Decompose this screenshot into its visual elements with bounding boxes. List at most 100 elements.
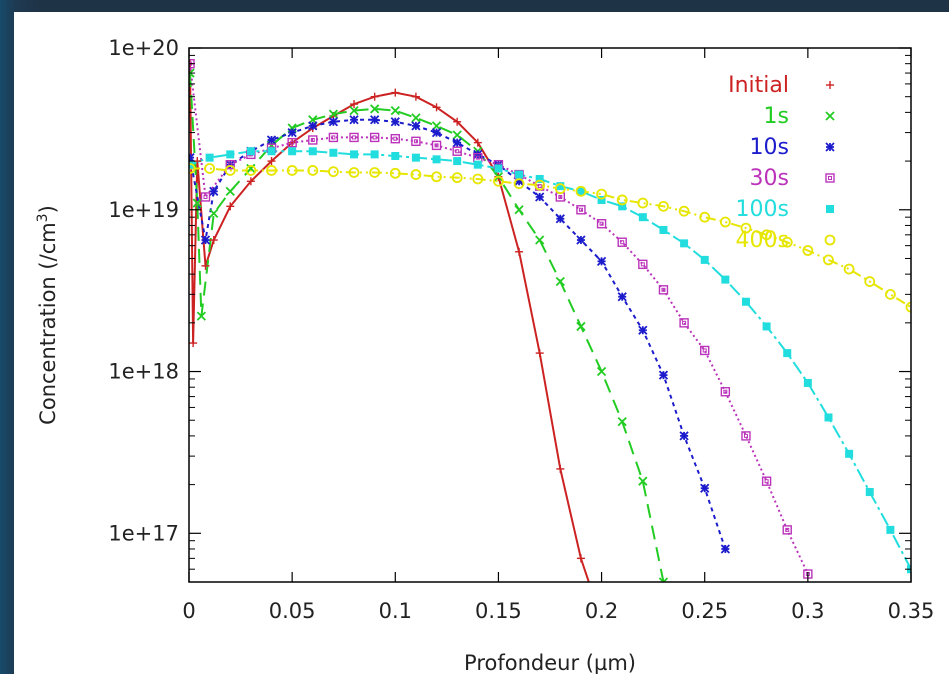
data-point-30s bbox=[700, 345, 710, 356]
data-point-30s bbox=[349, 132, 359, 143]
data-point-400s bbox=[637, 197, 649, 209]
data-point-100s bbox=[246, 147, 255, 156]
data-point-30s bbox=[308, 135, 318, 145]
data-point-100s bbox=[556, 182, 565, 191]
data-point-initial bbox=[370, 92, 379, 101]
legend-label-initial: Initial bbox=[728, 73, 789, 98]
data-point-1s bbox=[328, 109, 339, 119]
data-point-10s bbox=[411, 121, 421, 131]
data-markers bbox=[189, 58, 911, 593]
data-point-100s bbox=[535, 174, 544, 183]
legend: Initial 1s 10s 30s 100s 400s bbox=[728, 73, 836, 253]
data-point-1s bbox=[431, 121, 442, 131]
data-point-100s bbox=[267, 147, 276, 156]
data-point-400s bbox=[513, 178, 525, 190]
data-point-initial bbox=[556, 464, 565, 473]
data-point-100s bbox=[494, 164, 503, 173]
data-point-initial bbox=[432, 103, 441, 112]
data-point-1s bbox=[370, 104, 380, 114]
data-point-10s bbox=[287, 127, 297, 138]
plot-frame bbox=[188, 47, 912, 583]
data-point-100s bbox=[576, 187, 585, 196]
data-point-1s bbox=[576, 321, 586, 332]
data-point-30s bbox=[638, 259, 648, 270]
series-line-100s bbox=[189, 150, 911, 570]
data-point-10s bbox=[576, 235, 586, 245]
data-point-100s bbox=[886, 525, 895, 534]
data-point-100s bbox=[762, 322, 771, 331]
legend-label-400s: 400s bbox=[736, 228, 789, 253]
data-point-10s bbox=[700, 483, 710, 493]
y-axis-title: Concentration (/cm3) bbox=[35, 205, 60, 425]
data-point-30s bbox=[617, 237, 627, 247]
legend-marker-30s bbox=[825, 173, 835, 183]
data-point-initial bbox=[587, 585, 595, 593]
data-point-400s bbox=[472, 173, 484, 185]
y-axis-title-main: Concentration (/cm bbox=[36, 222, 60, 425]
data-point-400s bbox=[410, 169, 422, 180]
data-point-100s bbox=[680, 239, 689, 248]
data-point-100s bbox=[288, 147, 297, 156]
data-point-100s bbox=[721, 275, 730, 284]
data-point-400s bbox=[596, 188, 607, 200]
data-point-10s bbox=[617, 292, 627, 302]
data-point-1s bbox=[390, 106, 400, 116]
data-point-10s bbox=[431, 127, 442, 138]
data-point-400s bbox=[389, 167, 401, 179]
data-point-initial bbox=[473, 138, 482, 147]
data-point-400s bbox=[843, 263, 855, 275]
series-line-400s bbox=[190, 167, 911, 309]
data-point-10s bbox=[328, 117, 339, 127]
data-point-1s bbox=[638, 476, 648, 486]
data-point-400s bbox=[245, 165, 257, 176]
data-point-10s bbox=[349, 115, 359, 125]
data-point-initial bbox=[535, 349, 544, 358]
y-tick-label: 1e+20 bbox=[108, 36, 179, 60]
data-point-1s bbox=[535, 235, 545, 245]
legend-label-10s: 10s bbox=[750, 135, 789, 160]
legend-marker-1s bbox=[825, 111, 835, 121]
concentration-chart: 0 0.05 0.1 0.15 0.2 0.25 0.3 0.35 1e+171e+181e+… bbox=[35, 36, 934, 674]
legend-label-30s: 30s bbox=[750, 166, 789, 191]
data-point-100s bbox=[803, 378, 812, 387]
fit-curves bbox=[189, 63, 911, 582]
data-point-initial bbox=[201, 261, 210, 270]
series-line-30s bbox=[189, 63, 809, 575]
data-point-1s bbox=[617, 417, 627, 427]
data-point-400s bbox=[224, 165, 236, 176]
data-point-100s bbox=[205, 153, 214, 162]
x-tick-label: 0.05 bbox=[269, 599, 316, 623]
data-point-100s bbox=[391, 151, 400, 160]
data-point-30s bbox=[596, 219, 607, 229]
data-point-10s bbox=[555, 214, 565, 224]
data-point-1s bbox=[196, 311, 207, 321]
data-point-400s bbox=[658, 200, 669, 212]
data-point-10s bbox=[390, 117, 400, 127]
x-tick-label: 0.15 bbox=[475, 599, 522, 623]
data-point-100s bbox=[411, 153, 420, 162]
data-point-400s bbox=[740, 222, 752, 234]
data-point-400s bbox=[204, 163, 216, 174]
x-tick-label: 0.3 bbox=[791, 599, 824, 623]
data-point-1s bbox=[225, 186, 235, 196]
data-point-1s bbox=[596, 366, 607, 377]
data-point-1s bbox=[192, 198, 202, 208]
data-point-400s bbox=[369, 167, 381, 178]
data-point-initial bbox=[411, 92, 420, 101]
data-point-100s bbox=[700, 255, 709, 264]
data-point-30s bbox=[576, 205, 586, 215]
data-point-30s bbox=[369, 132, 380, 143]
data-point-30s bbox=[287, 137, 297, 148]
x-axis-title: Profondeur (µm) bbox=[464, 651, 636, 674]
data-point-10s bbox=[679, 431, 689, 441]
data-point-400s bbox=[823, 254, 834, 266]
data-point-100s bbox=[659, 225, 668, 234]
data-point-400s bbox=[554, 183, 566, 195]
data-point-400s bbox=[884, 288, 896, 300]
data-point-100s bbox=[473, 160, 482, 169]
legend-label-1s: 1s bbox=[764, 104, 789, 129]
data-point-400s bbox=[327, 166, 339, 178]
data-point-400s bbox=[189, 163, 196, 174]
data-point-100s bbox=[845, 449, 854, 458]
data-point-10s bbox=[200, 235, 211, 245]
